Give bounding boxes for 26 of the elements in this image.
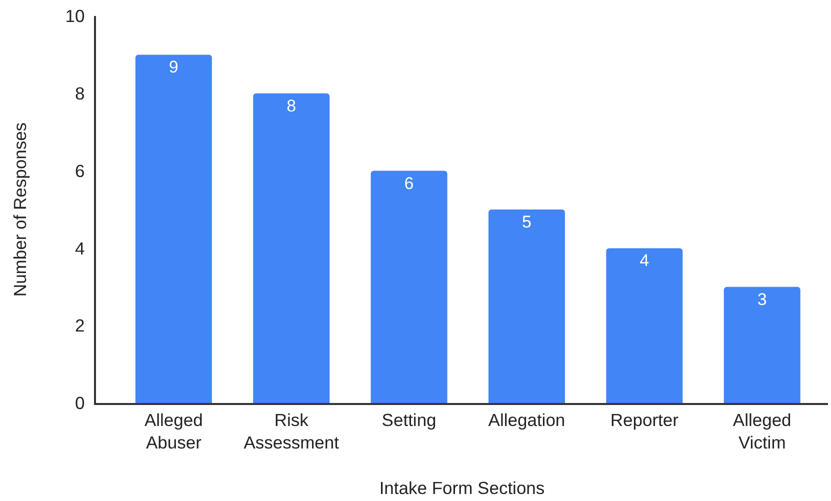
data-label: 5 bbox=[522, 212, 532, 232]
bar bbox=[370, 170, 448, 403]
y-tick-label: 8 bbox=[75, 84, 85, 104]
bar bbox=[253, 93, 330, 403]
y-tick-label: 6 bbox=[75, 160, 85, 181]
y-tick-label: 10 bbox=[65, 6, 86, 26]
y-tick-label: 4 bbox=[75, 238, 86, 258]
bar bbox=[135, 54, 212, 403]
bar bbox=[724, 286, 800, 403]
data-label: 3 bbox=[757, 290, 767, 309]
bar bbox=[606, 248, 683, 403]
x-tick-label: Allegation bbox=[488, 410, 566, 430]
y-tick-label: 0 bbox=[75, 393, 86, 414]
x-tick-label: Setting bbox=[382, 410, 436, 430]
y-tick-label: 2 bbox=[75, 316, 85, 336]
data-label: 6 bbox=[404, 174, 414, 193]
data-label: 8 bbox=[286, 96, 296, 116]
x-tick-label: Reporter bbox=[610, 410, 679, 430]
data-label: 9 bbox=[168, 58, 178, 77]
data-label: 4 bbox=[640, 251, 650, 270]
y-axis-title: Number of Responses bbox=[10, 122, 30, 297]
bar bbox=[488, 210, 565, 403]
x-tick-label: Risk Assessment bbox=[244, 410, 340, 452]
x-tick-label: Alleged Abuser bbox=[144, 410, 203, 452]
x-tick-label: Alleged Victim bbox=[732, 410, 792, 452]
x-axis-title: Intake Form Sections bbox=[379, 478, 545, 498]
